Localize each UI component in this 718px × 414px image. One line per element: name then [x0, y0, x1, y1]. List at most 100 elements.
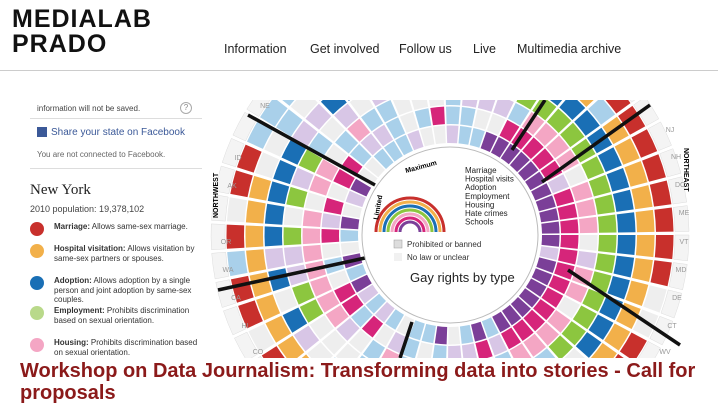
ring-cell — [429, 100, 444, 107]
state-band — [638, 341, 661, 358]
ring-cell — [516, 100, 537, 110]
nav-link[interactable]: Follow us — [399, 42, 452, 56]
ring-cell — [594, 194, 615, 215]
ring-cell — [255, 152, 279, 179]
ring-cell — [518, 161, 539, 181]
ring-cell — [605, 100, 631, 114]
right-text: Allows visitation by same-sex partners o… — [54, 244, 195, 263]
ring-cell — [361, 108, 384, 132]
ring-cell — [293, 325, 320, 352]
ring-cell — [546, 108, 572, 133]
ring-cell — [613, 255, 635, 278]
ring-cell — [374, 324, 395, 347]
ring-cell — [267, 181, 290, 205]
ring-cell — [310, 276, 332, 297]
right-label: Adoption: — [54, 276, 92, 285]
ring-cell — [305, 192, 326, 212]
ring-cell — [246, 249, 267, 273]
ring-cell — [433, 125, 446, 145]
ring-cell — [361, 315, 384, 338]
ring-cell — [408, 320, 425, 341]
ring-cell — [642, 154, 666, 182]
ring-cell — [559, 100, 586, 120]
ring-cell — [561, 321, 586, 346]
ring-cell — [635, 209, 655, 233]
ring-cell — [264, 203, 285, 225]
state-label: CT — [667, 323, 677, 330]
ring-cell — [298, 149, 323, 173]
ring-cell — [582, 288, 606, 312]
facebook-share[interactable]: Share your state on Facebook — [51, 127, 185, 138]
right-text: Prohibits discrimination based on sexual… — [54, 306, 190, 325]
key-label: No law or unclear — [407, 253, 470, 262]
ring-cell — [301, 354, 310, 358]
logo-line[interactable]: PRADO — [12, 30, 108, 58]
ring-cell — [549, 100, 563, 106]
nav-link[interactable]: Live — [473, 42, 496, 56]
region-line — [217, 256, 366, 292]
ring-cell — [588, 100, 616, 125]
ring-cell — [565, 282, 588, 303]
ring-cell — [333, 169, 355, 189]
ring-cell — [375, 302, 395, 323]
ring-cell — [292, 282, 315, 305]
right-text: Allows adoption by a single person and j… — [54, 276, 192, 304]
ring-cell — [414, 108, 432, 129]
ring-cell — [334, 357, 336, 358]
ring-cell — [283, 227, 302, 246]
ring-cell — [340, 156, 363, 177]
ring-cell — [227, 250, 248, 277]
ring-cell — [576, 199, 597, 218]
ring-cell — [541, 287, 564, 308]
ring-cell — [649, 180, 672, 207]
ring-cell — [360, 133, 382, 156]
state-label: NH — [671, 154, 681, 161]
ring-cell — [291, 167, 314, 190]
logo-line[interactable]: MEDIALAB — [12, 5, 152, 33]
scale-arc — [390, 212, 430, 233]
scale-arc — [378, 200, 442, 233]
ring-cell — [282, 100, 295, 106]
ring-cell — [373, 148, 394, 169]
center-disc — [361, 146, 539, 324]
ring-cell — [480, 131, 498, 152]
ring-cell — [532, 100, 557, 121]
ring-cell — [321, 330, 347, 355]
state-label: DE — [672, 295, 682, 302]
right-desc: Adoption: Allows adoption by a single pe… — [54, 276, 199, 305]
ring-cell — [604, 323, 631, 351]
ring-cell — [265, 315, 291, 343]
ring-cell — [477, 100, 496, 112]
ring-cell — [557, 296, 580, 319]
header-rule — [0, 70, 718, 71]
ring-cell — [260, 100, 288, 127]
nav-link[interactable]: Multimedia archive — [517, 42, 622, 56]
ring-cell — [261, 346, 285, 358]
caption[interactable]: Workshop on Data Journalism: Transformin… — [20, 360, 696, 404]
ring-cell — [320, 100, 347, 115]
ring-cell — [536, 257, 557, 273]
ring-cell — [643, 285, 667, 313]
state-label: OR — [221, 239, 232, 246]
state-label: CO — [253, 349, 264, 356]
divider — [30, 118, 202, 119]
help-icon[interactable]: ? — [180, 102, 192, 114]
state-band — [214, 165, 235, 194]
ring-cell — [579, 216, 598, 234]
nav-link[interactable]: Information — [224, 42, 287, 56]
right-desc: Housing: Prohibits discrimination based … — [54, 338, 199, 357]
ring-cell — [327, 183, 349, 202]
state-band — [211, 251, 230, 280]
state-name: New York — [30, 182, 91, 198]
ring-cell — [539, 208, 559, 223]
ring-cell — [274, 288, 298, 313]
ring-cell — [316, 159, 339, 181]
ring-cell — [535, 195, 556, 212]
ring-cell — [411, 100, 429, 110]
scale-arc — [374, 196, 446, 233]
ring-cell — [421, 323, 436, 344]
nav-link[interactable]: Get involved — [310, 42, 380, 56]
ring-cell — [507, 103, 530, 126]
ring-cell — [597, 214, 617, 233]
